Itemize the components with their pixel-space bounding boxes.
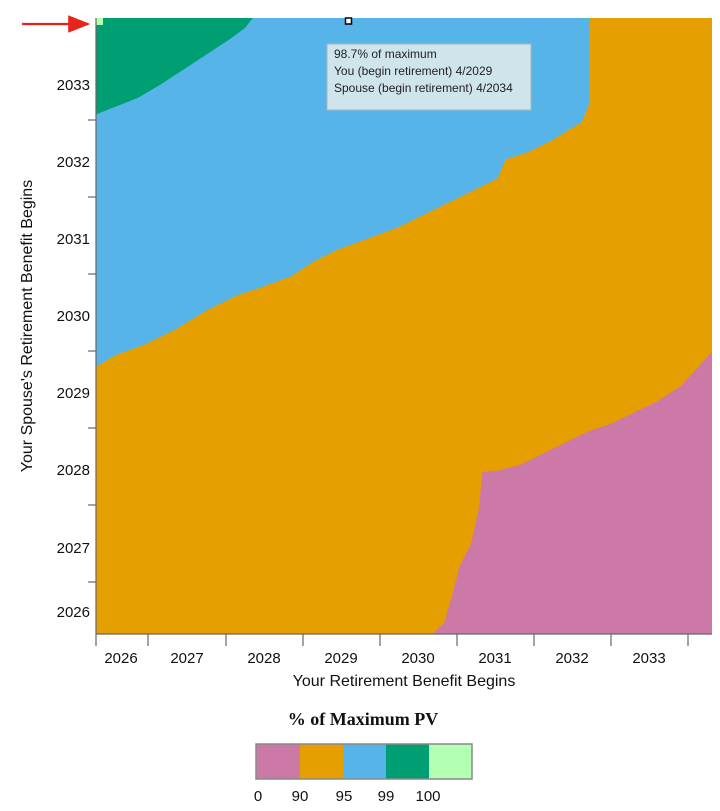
y-tick-label-2031: 2031	[57, 231, 90, 248]
x-axis-title: Your Retirement Benefit Begins	[293, 673, 516, 690]
legend-swatch-0-90	[256, 744, 300, 779]
x-tick-label-2033: 2033	[632, 650, 665, 667]
tooltip: 98.7% of maximum You (begin retirement) …	[326, 43, 532, 111]
legend-tick-100: 100	[415, 788, 440, 805]
y-tick-label-2027: 2027	[57, 540, 90, 557]
legend-tick-95: 95	[336, 788, 353, 805]
x-tick-label-2028: 2028	[247, 650, 280, 667]
tooltip-line-3: Spouse (begin retirement) 4/2034	[334, 81, 513, 95]
tooltip-line-2: You (begin retirement) 4/2029	[334, 64, 493, 78]
x-tick-label-2026: 2026	[104, 650, 137, 667]
tooltip-line-1: 98.7% of maximum	[334, 47, 437, 61]
y-axis-title: Your Spouse's Retirement Benefit Begins	[19, 180, 36, 472]
legend-swatch-90-95	[300, 744, 343, 779]
legend-frame	[255, 743, 473, 780]
legend: % of Maximum PV 0 90 95 99 100	[254, 709, 473, 805]
x-tick-label-2031: 2031	[478, 650, 511, 667]
maximum-cell	[96, 18, 103, 25]
legend-tick-0: 0	[254, 788, 262, 805]
y-tick-label-2032: 2032	[57, 154, 90, 171]
x-tick-label-2032: 2032	[555, 650, 588, 667]
y-tick-label-2028: 2028	[57, 462, 90, 479]
legend-tick-99: 99	[378, 788, 395, 805]
legend-tick-90: 90	[292, 788, 309, 805]
legend-title: % of Maximum PV	[288, 709, 438, 729]
region-99-100	[96, 18, 253, 115]
legend-swatch-99-100	[386, 744, 429, 779]
x-tick-label-2030: 2030	[401, 650, 434, 667]
y-tick-label-2030: 2030	[57, 308, 90, 325]
y-tick-label-2029: 2029	[57, 385, 90, 402]
legend-swatch-95-99	[343, 744, 386, 779]
tooltip-box	[326, 43, 532, 111]
y-ticks	[88, 119, 96, 583]
x-ticks	[95, 634, 689, 646]
x-tick-label-2027: 2027	[170, 650, 203, 667]
y-tick-label-2026: 2026	[57, 604, 90, 621]
x-tick-label-2029: 2029	[324, 650, 357, 667]
y-tick-label-2033: 2033	[57, 77, 90, 94]
hover-cell-marker	[344, 17, 353, 25]
axes	[88, 18, 712, 646]
legend-swatch-100	[429, 744, 472, 779]
